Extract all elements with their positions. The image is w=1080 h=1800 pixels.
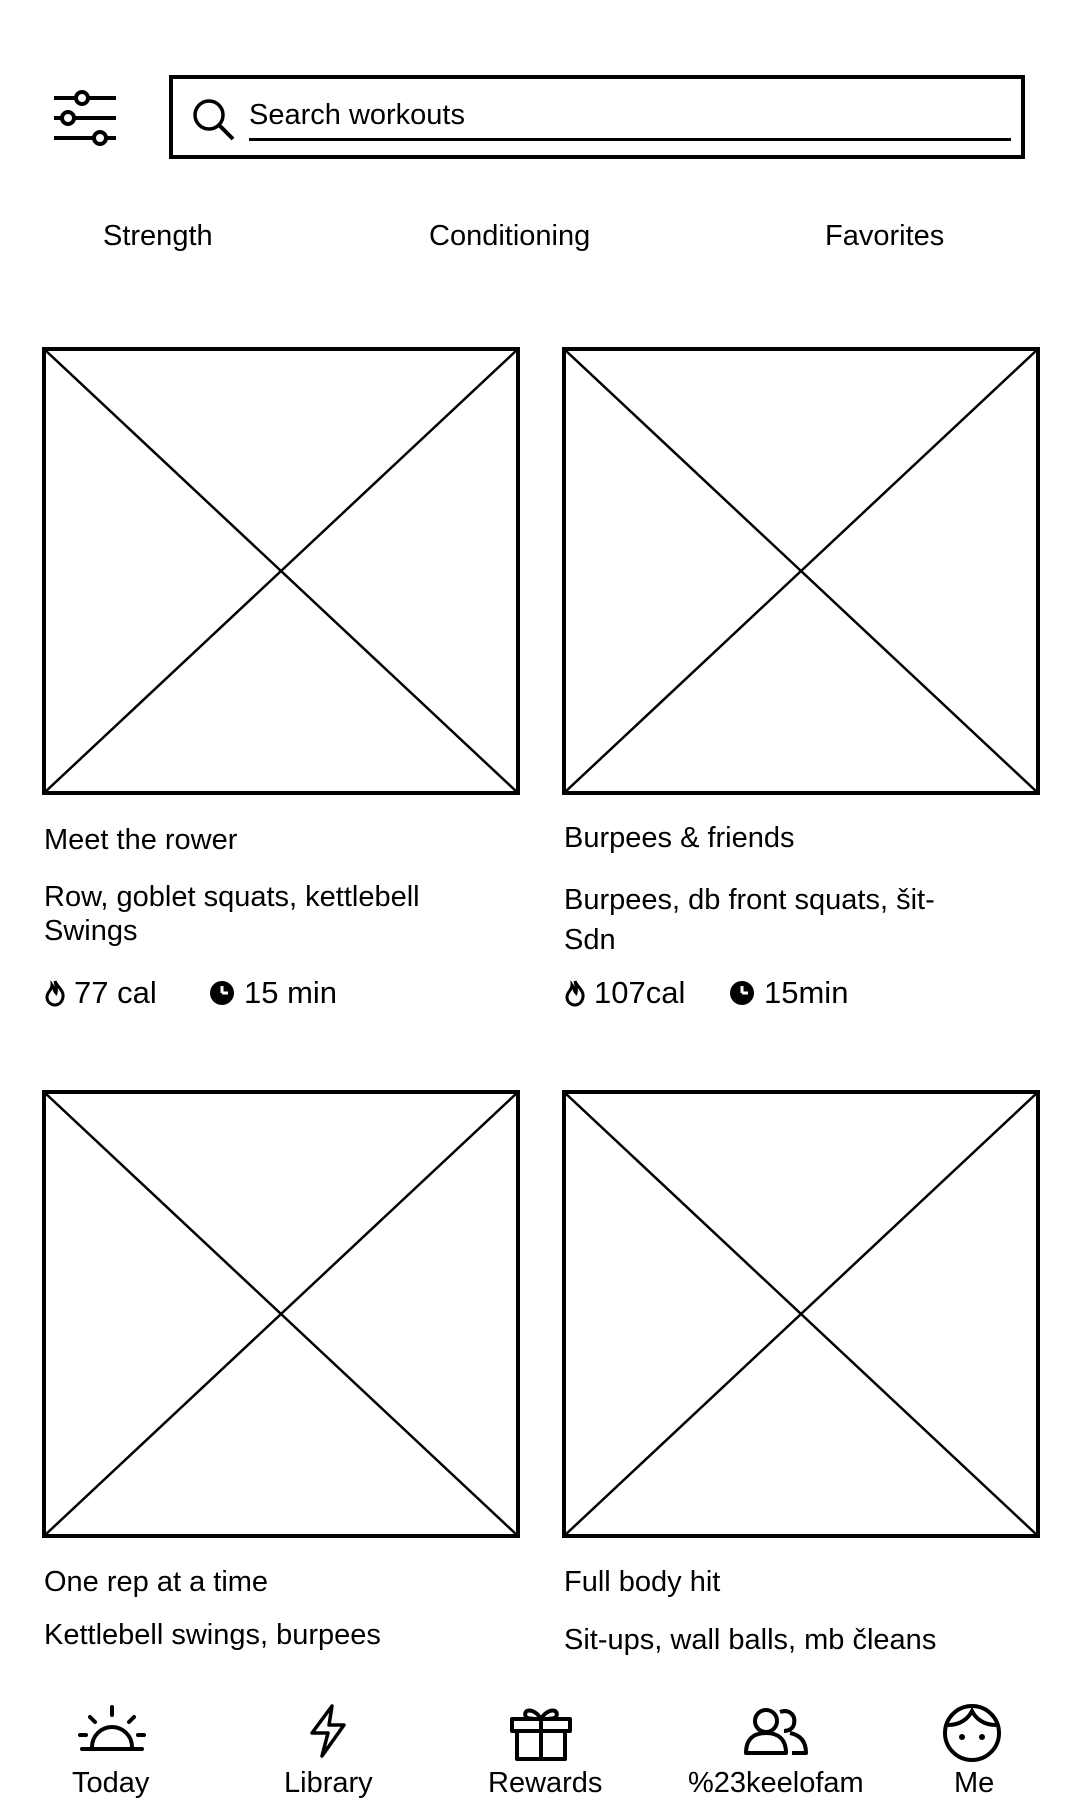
workout-description: Sit-ups, wall balls, mb čleans bbox=[564, 1624, 937, 1656]
sliders-icon bbox=[54, 90, 116, 146]
image-placeholder-icon bbox=[562, 347, 1040, 795]
duration-value: 15 min bbox=[244, 975, 338, 1010]
people-icon bbox=[744, 1708, 808, 1755]
lightning-icon bbox=[310, 1704, 346, 1758]
workout-card[interactable] bbox=[42, 1090, 520, 1538]
face-icon bbox=[943, 1704, 1001, 1762]
calories-stat: 107cal bbox=[564, 975, 685, 1011]
workout-title: Meet the rower bbox=[44, 824, 238, 856]
workout-description: Kettlebell swings, burpees bbox=[44, 1619, 381, 1651]
search-bar[interactable] bbox=[169, 75, 1025, 159]
filter-button[interactable] bbox=[50, 88, 120, 148]
workout-title: Full body hit bbox=[564, 1566, 721, 1598]
flame-icon bbox=[45, 980, 65, 1007]
image-placeholder-icon bbox=[562, 1090, 1040, 1538]
clock-icon bbox=[210, 981, 234, 1005]
gift-icon bbox=[510, 1708, 572, 1761]
flame-icon bbox=[565, 980, 585, 1007]
duration-stat: 15 min bbox=[208, 975, 337, 1011]
search-icon bbox=[193, 99, 235, 141]
tab-favorites[interactable]: Favorites bbox=[825, 220, 945, 252]
tab-conditioning[interactable]: Conditioning bbox=[429, 220, 591, 252]
clock-icon bbox=[730, 981, 754, 1005]
workout-card[interactable] bbox=[562, 347, 1040, 795]
nav-me[interactable]: Me bbox=[936, 1695, 1016, 1800]
search-input[interactable] bbox=[249, 97, 1011, 141]
nav-community[interactable]: %23keelofam bbox=[686, 1695, 876, 1800]
calories-value: 107cal bbox=[594, 975, 686, 1010]
nav-label: Library bbox=[284, 1767, 373, 1799]
nav-label: %23keelofam bbox=[688, 1767, 864, 1799]
sunrise-icon bbox=[78, 1705, 146, 1751]
calories-stat: 77 cal bbox=[44, 975, 157, 1011]
nav-rewards[interactable]: Rewards bbox=[484, 1695, 614, 1800]
nav-label: Rewards bbox=[488, 1767, 603, 1799]
workout-title: One rep at a time bbox=[44, 1566, 269, 1598]
image-placeholder-icon bbox=[42, 1090, 520, 1538]
nav-label: Me bbox=[954, 1767, 995, 1799]
duration-value: 15min bbox=[764, 975, 849, 1010]
duration-stat: 15min bbox=[728, 975, 848, 1011]
nav-library[interactable]: Library bbox=[280, 1695, 390, 1800]
nav-label: Today bbox=[72, 1767, 150, 1799]
tab-strength[interactable]: Strength bbox=[103, 220, 213, 252]
image-placeholder-icon bbox=[42, 347, 520, 795]
nav-today[interactable]: Today bbox=[60, 1695, 170, 1800]
workout-card[interactable] bbox=[562, 1090, 1040, 1538]
workout-description: Row, goblet squats, kettlebell Swings bbox=[44, 881, 420, 947]
workout-title: Burpees & friends bbox=[564, 822, 795, 854]
calories-value: 77 cal bbox=[74, 975, 157, 1010]
workout-description: Burpees, db front squats, šit-Sdn bbox=[564, 884, 935, 956]
workout-card[interactable] bbox=[42, 347, 520, 795]
